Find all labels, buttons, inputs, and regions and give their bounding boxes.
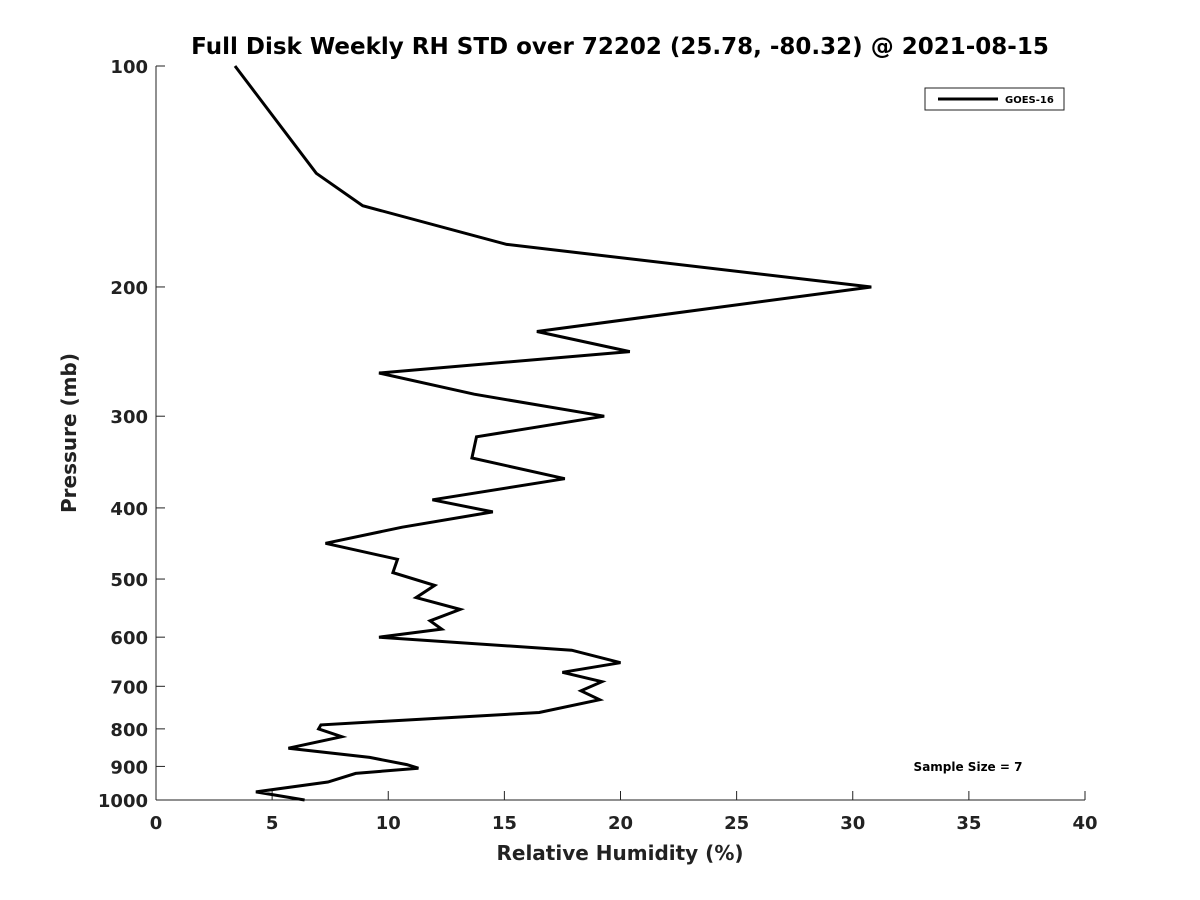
x-tick-label: 25 <box>724 813 749 834</box>
x-tick-label: 35 <box>956 813 981 834</box>
y-tick-label: 200 <box>110 278 148 299</box>
y-tick-label: 900 <box>110 757 148 778</box>
x-axis-label: Relative Humidity (%) <box>496 841 743 865</box>
y-tick-label: 300 <box>110 407 148 428</box>
sample-size-annotation: Sample Size = 7 <box>914 760 1023 774</box>
x-axis-ticks: 0 5 10 15 20 25 30 35 40 <box>150 791 1098 834</box>
x-tick-label: 20 <box>608 813 633 834</box>
x-tick-label: 5 <box>266 813 279 834</box>
y-tick-label: 1000 <box>98 791 148 812</box>
y-tick-label: 500 <box>110 570 148 591</box>
x-tick-label: 10 <box>376 813 401 834</box>
legend-label-goes-16: GOES-16 <box>1005 95 1054 106</box>
y-tick-label: 700 <box>110 677 148 698</box>
y-tick-label: 600 <box>110 628 148 649</box>
y-tick-label: 100 <box>110 57 148 78</box>
legend: GOES-16 <box>924 87 1065 111</box>
y-tick-label: 400 <box>110 499 148 520</box>
series-line-goes-16 <box>233 65 872 802</box>
chart-title: Full Disk Weekly RH STD over 72202 (25.7… <box>191 34 1049 60</box>
y-axis-label: Pressure (mb) <box>57 353 81 513</box>
y-tick-label: 800 <box>110 720 148 741</box>
x-tick-label: 30 <box>840 813 865 834</box>
x-tick-label: 40 <box>1072 813 1097 834</box>
x-tick-label: 15 <box>492 813 517 834</box>
x-tick-label: 0 <box>150 813 163 834</box>
y-axis-ticks: 100 200 300 400 500 600 700 800 900 1000 <box>98 57 165 812</box>
series-group <box>233 65 872 802</box>
